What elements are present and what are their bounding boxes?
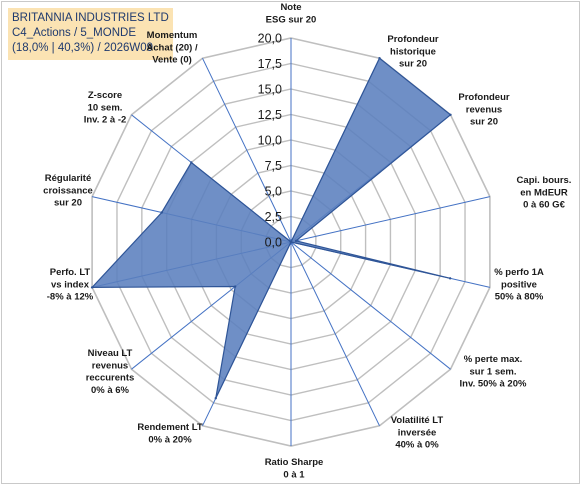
series-point	[90, 286, 94, 289]
axis-label-line: Inv. 2 à -2	[84, 115, 127, 126]
radial-tick-labels: 0,0 2,5 5,0 7,5 10,0 12,5 15,0 17,5 20,0	[258, 32, 282, 250]
tick-label: 5,0	[265, 185, 282, 199]
axis-label-line: ESG sur 20	[266, 14, 317, 25]
tick-label: 0,0	[265, 236, 282, 250]
axis-label-line: Momentum	[147, 30, 198, 41]
axis-label-line: vs index	[51, 279, 90, 290]
axis-label-line: Capi. bours.	[517, 175, 572, 186]
axis-label-line: 0 à 1	[283, 469, 305, 480]
axis-label: Volatilité LT inversée 40% à 0%	[391, 415, 444, 451]
series-point	[160, 211, 163, 214]
axis-label: Perfo. LT vs index -8% à 12%	[47, 267, 94, 303]
tick-label: 2,5	[265, 210, 282, 224]
axis-label-line: sur 1 sem.	[470, 366, 517, 377]
axis-label-line: 50% à 80%	[495, 292, 544, 303]
radar-series	[90, 57, 452, 400]
series-point	[214, 397, 217, 400]
axis-spoke	[290, 196, 491, 243]
axis-label: Profondeur revenus sur 20	[458, 92, 509, 128]
tick-label: 10,0	[258, 134, 282, 148]
axis-label-line: Rendement LT	[137, 422, 202, 433]
axis-label-line: revenus	[92, 360, 128, 371]
axis-label-line: sur 20	[399, 59, 427, 70]
axis-label: Z-score 10 sem. Inv. 2 à -2	[84, 90, 127, 126]
chart-title-box: BRITANNIA INDUSTRIES LTD C4_Actions / 5_…	[8, 8, 173, 60]
axis-label-line: sur 20	[54, 198, 82, 209]
axis-label-line: Ratio Sharpe	[265, 457, 324, 468]
axis-spoke	[290, 241, 451, 370]
axis-label-line: % perte max.	[464, 354, 523, 365]
series-area	[90, 57, 452, 399]
chart-title-company: BRITANNIA INDUSTRIES LTD	[12, 12, 169, 24]
axis-spoke	[290, 241, 380, 427]
series-point	[448, 277, 452, 280]
axis-label-line: en MdEUR	[520, 187, 568, 198]
axis-label: Ratio Sharpe 0 à 1	[265, 457, 324, 480]
axis-label: Régularité croissance sur 20	[43, 173, 93, 209]
axis-label-line: croissance	[43, 185, 93, 196]
series-point	[289, 240, 293, 244]
axis-label-line: reccurents	[86, 373, 135, 384]
axis-label-line: -8% à 12%	[47, 292, 94, 303]
axis-label-line: revenus	[466, 104, 502, 115]
axis-label: Capi. bours. en MdEUR 0 à 60 G€	[517, 175, 572, 211]
axis-label-line: sur 20	[470, 117, 498, 128]
axis-label-line: % perfo 1A	[494, 267, 544, 278]
axis-label-line: historique	[390, 46, 436, 57]
chart-title-metrics: (18,0% | 40,3%) / 2026W09	[12, 42, 154, 54]
axis-label-line: Note	[280, 2, 301, 13]
axis-label: Note ESG sur 20	[266, 2, 317, 25]
axis-label-line: Volatilité LT	[391, 415, 444, 426]
tick-label: 7,5	[265, 159, 282, 173]
axis-label: % perte max. sur 1 sem. Inv. 50% à 20%	[460, 354, 527, 390]
axis-label-line: Niveau LT	[88, 348, 133, 359]
chart-title-category: C4_Actions / 5_MONDE	[12, 27, 136, 39]
axis-label-line: Z-score	[88, 90, 122, 101]
series-point	[378, 57, 381, 60]
series-point	[233, 285, 237, 288]
axis-label-line: inversée	[398, 427, 437, 438]
series-point	[190, 161, 193, 164]
axis-label-line: Achat (20) /	[146, 42, 198, 53]
axis-label-line: Profondeur	[458, 92, 509, 103]
axis-label-line: 40% à 0%	[395, 440, 439, 451]
tick-label: 12,5	[258, 108, 282, 122]
axis-label-line: Perfo. LT	[50, 267, 91, 278]
tick-label: 17,5	[258, 57, 282, 71]
axis-label: Rendement LT 0% à 20%	[137, 422, 202, 445]
axis-label-line: Profondeur	[387, 34, 438, 45]
series-point	[449, 113, 452, 117]
axis-label-line: Vente (0)	[152, 55, 192, 66]
axis-label-line: Régularité	[45, 173, 91, 184]
axis-label: Momentum Achat (20) / Vente (0)	[146, 30, 198, 66]
series-point	[294, 239, 298, 243]
axis-label-line: 0 à 60 G€	[523, 200, 565, 211]
axis-label: % perfo 1A positive 50% à 80%	[494, 267, 544, 303]
axis-label-line: 0% à 6%	[91, 385, 130, 396]
axis-spoke	[202, 57, 292, 243]
axis-label: Niveau LT revenus reccurents 0% à 6%	[86, 348, 135, 396]
axis-label: Profondeur historique sur 20	[387, 34, 438, 70]
axis-label-line: 0% à 20%	[148, 434, 192, 445]
tick-label: 15,0	[258, 83, 282, 97]
axis-label-line: positive	[501, 279, 537, 290]
axis-label-line: Inv. 50% à 20%	[460, 379, 527, 390]
tick-label: 20,0	[258, 32, 282, 46]
axis-label-line: 10 sem.	[88, 102, 123, 113]
